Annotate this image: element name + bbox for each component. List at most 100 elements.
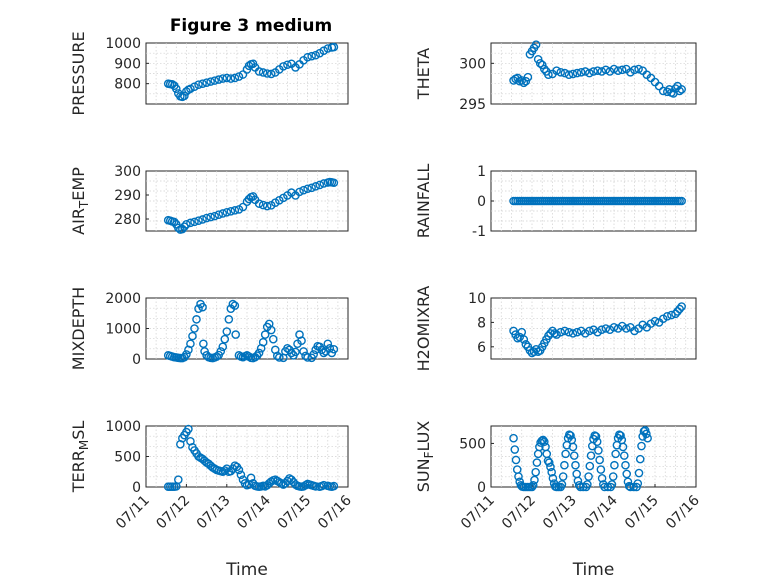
- sun-flux-data-point: [585, 461, 595, 471]
- pressure-data-point: [210, 76, 219, 85]
- mixdepth-data-point: [254, 348, 264, 358]
- pressure-data-point: [238, 70, 248, 79]
- mixdepth-points: [163, 299, 339, 363]
- terr-msl-ytick-label: 1000: [105, 419, 141, 435]
- h2omixra-data-point: [521, 340, 531, 349]
- theta-points: [509, 40, 686, 98]
- theta-data-point: [523, 72, 533, 82]
- sun-flux-data-point: [583, 480, 592, 489]
- pressure-data-point: [266, 69, 276, 79]
- sun-flux-data-point: [565, 430, 574, 440]
- rainfall-ytick-label: -1: [472, 224, 486, 240]
- sun-flux-data-point: [569, 451, 579, 460]
- air-temp-data-point: [206, 212, 215, 222]
- theta-data-point: [677, 85, 686, 94]
- terr-msl-ylabel: TERRMSL: [69, 421, 91, 494]
- mixdepth-data-point: [329, 344, 339, 354]
- pressure-data-point: [171, 84, 181, 94]
- h2omixra-data-point: [677, 302, 686, 311]
- theta-data-point: [576, 67, 586, 77]
- pressure-data-point: [311, 50, 320, 60]
- sun-flux-data-point: [548, 473, 558, 483]
- h2omixra-data-point: [546, 329, 555, 338]
- air-temp-ytick-label: 280: [114, 212, 141, 228]
- theta-data-point: [560, 68, 570, 78]
- pressure-data-point: [262, 69, 272, 78]
- h2omixra-ylabel: H2OMIXRA: [414, 286, 433, 372]
- sun-flux-points: [509, 426, 652, 492]
- sun-flux-data-point: [528, 480, 538, 490]
- sun-flux-data-point: [623, 477, 633, 487]
- sun-flux-data-point: [514, 472, 523, 481]
- mixdepth-data-point: [231, 330, 240, 339]
- pressure-data-point: [254, 67, 264, 76]
- mixdepth-ytick-label: 2000: [105, 291, 141, 307]
- mixdepth-data-point: [222, 327, 232, 336]
- air-temp-data-point: [218, 209, 228, 218]
- air-temp-ytick-label: 300: [114, 164, 141, 180]
- figure-title: Figure 3 medium: [170, 16, 332, 36]
- pressure-data-point: [198, 79, 207, 88]
- h2omixra-data-point: [667, 310, 676, 320]
- sun-flux-data-point: [626, 482, 635, 492]
- theta-ytick-label: 300: [459, 56, 486, 72]
- air-temp-data-point: [262, 201, 272, 211]
- air-temp-data-point: [319, 179, 329, 188]
- pressure-data-point: [244, 61, 254, 71]
- rainfall-ytick-label: 0: [477, 194, 486, 210]
- air-temp-data-point: [222, 207, 232, 217]
- h2omixra-data-point: [568, 329, 578, 338]
- theta-data-point: [581, 67, 590, 76]
- h2omixra-data-point: [597, 325, 607, 335]
- air-temp-data-point: [295, 187, 304, 197]
- pressure-data-point: [329, 42, 339, 52]
- sun-flux-data-point: [510, 445, 520, 454]
- theta-data-point: [564, 70, 574, 80]
- sun-flux-data-point: [561, 449, 570, 459]
- air-temp-data-point: [254, 199, 264, 208]
- sun-flux-data-point: [607, 480, 617, 489]
- sun-flux-data-point: [600, 482, 609, 492]
- sun-flux-data-point: [637, 441, 646, 451]
- air-temp-data-point: [182, 219, 191, 229]
- mixdepth-data-point: [192, 315, 201, 324]
- rainfall-points: [509, 196, 686, 206]
- air-temp-data-point: [186, 218, 195, 228]
- sun-flux-data-point: [643, 433, 652, 443]
- mixdepth-data-point: [325, 344, 335, 353]
- theta-data-point: [572, 68, 582, 78]
- mixdepth-ytick-label: 0: [132, 352, 141, 368]
- sun-flux-data-point: [571, 460, 580, 470]
- h2omixra-ytick-label: 8: [477, 315, 486, 331]
- pressure-ylabel: PRESSURE: [69, 31, 88, 115]
- h2omixra-data-point: [601, 324, 611, 333]
- mixdepth-data-point: [319, 348, 329, 358]
- sun-flux-data-point: [531, 467, 540, 477]
- sun-flux-data-point: [557, 480, 567, 489]
- terr-msl-data-point: [236, 470, 246, 480]
- mixdepth-data-point: [198, 302, 207, 312]
- sun-flux-ylabel: SUNFLUX: [414, 421, 436, 493]
- rainfall-ytick-label: 1: [477, 164, 486, 180]
- sun-flux-data-point: [536, 438, 545, 447]
- mixdepth-ylabel: MIXDEPTH: [69, 287, 88, 370]
- sun-flux-data-point: [546, 462, 555, 472]
- panel-pressure: 800 900 1000 PRESSURE: [69, 31, 349, 116]
- theta-data-point: [544, 70, 553, 80]
- air-temp-data-point: [202, 213, 211, 223]
- pressure-data-point: [283, 60, 292, 70]
- pressure-data-point: [214, 75, 224, 84]
- theta-data-point: [589, 67, 598, 76]
- sun-flux-data-point: [639, 426, 649, 436]
- theta-data-point: [568, 69, 578, 79]
- terr-msl-data-point: [283, 476, 292, 486]
- sun-flux-data-point: [610, 460, 619, 470]
- sun-flux-data-point: [596, 465, 606, 474]
- theta-data-point: [531, 40, 541, 49]
- air-temp-points: [163, 177, 339, 234]
- terr-msl-ytick-label: 500: [114, 450, 141, 466]
- sun-flux-data-point: [544, 458, 554, 467]
- air-temp-ytick-label: 290: [114, 188, 141, 204]
- pressure-ytick-label: 900: [114, 56, 141, 72]
- h2omixra-points: [509, 302, 686, 358]
